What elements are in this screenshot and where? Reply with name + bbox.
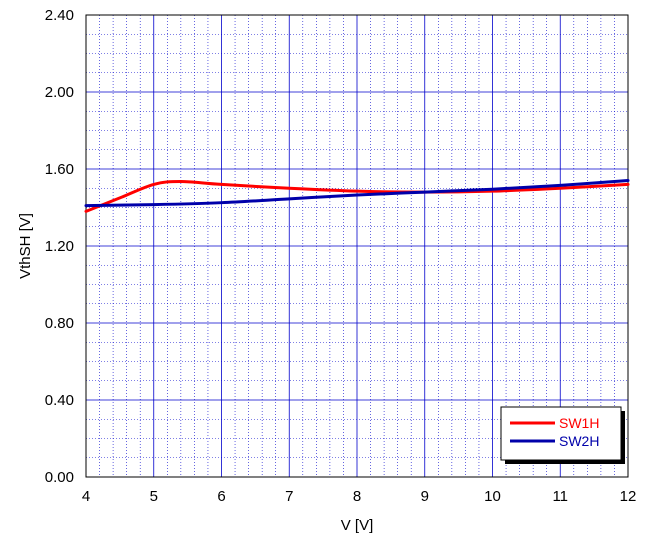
x-tick-label: 7: [285, 488, 293, 505]
y-tick-label: 0.00: [45, 469, 74, 486]
y-tick-label: 0.80: [45, 315, 74, 332]
x-axis-label: V [V]: [341, 517, 374, 534]
x-tick-labels: 4 5 6 7 8 9 10 11 12: [82, 488, 637, 505]
y-tick-label: 2.00: [45, 84, 74, 101]
x-tick-label: 12: [620, 488, 637, 505]
legend-label-sw2h: SW2H: [559, 433, 599, 449]
x-tick-label: 10: [484, 488, 501, 505]
series-line-sw1h: [84, 180, 630, 213]
y-tick-label: 0.40: [45, 392, 74, 409]
legend-box: [500, 406, 622, 461]
x-tick-label: 11: [552, 488, 568, 505]
x-tick-label: 4: [82, 488, 90, 505]
y-tick-labels: 0.00 0.40 0.80 1.20 1.60 2.00 2.40: [45, 7, 74, 486]
y-axis-label: VthSH [V]: [17, 213, 34, 279]
y-tick-label: 1.20: [45, 238, 74, 255]
legend-label-sw1h: SW1H: [559, 415, 599, 431]
series-line-sw2h: [84, 179, 630, 208]
plot-frame: [85, 14, 629, 478]
y-tick-label: 2.40: [45, 7, 74, 24]
x-tick-label: 6: [217, 488, 225, 505]
y-tick-label: 1.60: [45, 161, 74, 178]
series-layer: [84, 179, 630, 213]
major-grid: [86, 15, 628, 477]
x-tick-label: 8: [353, 488, 361, 505]
legend: SW1H SW2H: [500, 406, 625, 464]
x-tick-label: 9: [421, 488, 429, 505]
x-tick-label: 5: [150, 488, 158, 505]
